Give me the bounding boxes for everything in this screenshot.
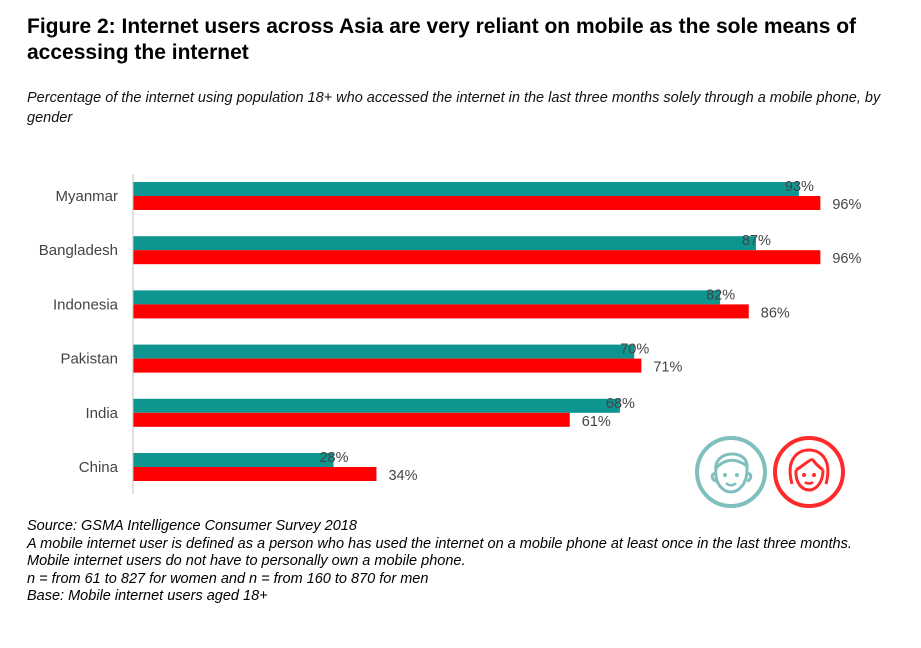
chart-bars <box>133 182 821 481</box>
bar-bangladesh-series-0 <box>133 236 756 251</box>
chart-title: Figure 2: Internet users across Asia are… <box>27 15 857 64</box>
footnotes: Source: GSMA Intelligence Consumer Surve… <box>27 518 907 606</box>
value-label-india-series-1: 61% <box>582 414 611 430</box>
category-label-china: China <box>79 459 119 476</box>
bar-chart: Myanmar 93% 96% Bangladesh 87% 96% Indonesia 82… <box>39 174 862 508</box>
value-label-indonesia-series-0: 82% <box>706 287 735 303</box>
category-label-india: India <box>85 405 118 422</box>
category-label-pakistan: Pakistan <box>60 351 118 368</box>
chart-subtitle: Percentage of the internet using populat… <box>27 90 881 126</box>
value-label-bangladesh-series-1: 96% <box>832 251 861 267</box>
value-label-pakistan-series-0: 70% <box>620 342 649 358</box>
bar-myanmar-series-0 <box>133 182 799 196</box>
value-label-china-series-0: 28% <box>319 450 348 466</box>
man-face-icon <box>695 436 767 508</box>
value-label-india-series-0: 68% <box>606 396 635 412</box>
bar-pakistan-series-0 <box>133 344 635 359</box>
value-label-indonesia-series-1: 86% <box>761 305 790 321</box>
bar-indonesia-series-1 <box>133 304 749 319</box>
footnote-source: Source: GSMA Intelligence Consumer Surve… <box>27 518 357 534</box>
bar-myanmar-series-1 <box>133 196 821 210</box>
footnote-definition: A mobile internet user is defined as a p… <box>27 535 852 552</box>
bar-bangladesh-series-1 <box>133 250 821 265</box>
footnote-base: Base: Mobile internet users aged 18+ <box>27 588 268 605</box>
value-label-myanmar-series-0: 93% <box>785 179 814 195</box>
bar-indonesia-series-0 <box>133 290 721 305</box>
footnote-ownership: Mobile internet users do not have to per… <box>27 553 466 570</box>
value-label-myanmar-series-1: 96% <box>832 197 861 213</box>
value-label-china-series-1: 34% <box>388 468 417 484</box>
bar-india-series-1 <box>133 412 570 427</box>
category-label-bangladesh: Bangladesh <box>39 242 118 259</box>
bar-india-series-0 <box>133 398 620 413</box>
bar-china-series-0 <box>133 453 334 467</box>
bar-pakistan-series-1 <box>133 358 642 373</box>
chart-labels: Myanmar 93% 96% Bangladesh 87% 96% Indonesia 82… <box>39 179 862 484</box>
category-label-indonesia: Indonesia <box>53 296 119 313</box>
value-label-pakistan-series-1: 71% <box>653 360 682 376</box>
value-label-bangladesh-series-0: 87% <box>742 233 771 249</box>
bar-china-series-1 <box>133 467 377 481</box>
footnote-sample-size: n = from 61 to 827 for women and n = fro… <box>27 570 429 587</box>
woman-face-icon <box>773 436 845 508</box>
category-label-myanmar: Myanmar <box>55 188 118 205</box>
